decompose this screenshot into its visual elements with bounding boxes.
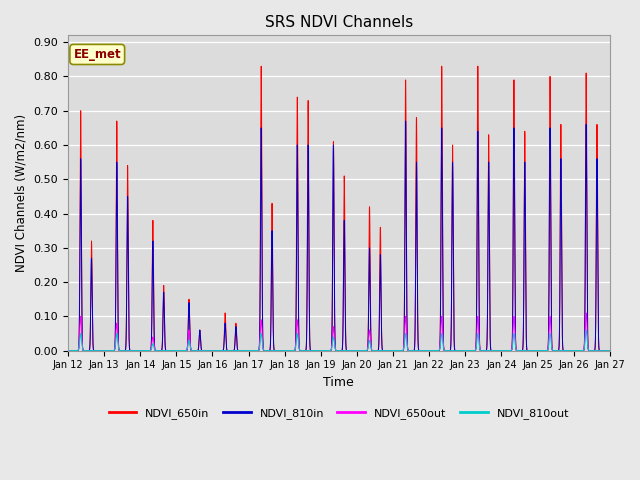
- NDVI_810in: [606, 348, 614, 353]
- NDVI_650out: [308, 348, 316, 353]
- NDVI_650out: [582, 310, 590, 316]
- NDVI_810out: [582, 327, 590, 333]
- NDVI_650out: [550, 348, 557, 353]
- NDVI_810out: [598, 348, 606, 353]
- NDVI_810out: [606, 348, 614, 353]
- NDVI_810out: [550, 348, 557, 353]
- NDVI_650out: [64, 348, 72, 353]
- Title: SRS NDVI Channels: SRS NDVI Channels: [265, 15, 413, 30]
- NDVI_650in: [209, 348, 216, 353]
- NDVI_810in: [598, 348, 606, 353]
- NDVI_810out: [308, 348, 316, 353]
- Legend: NDVI_650in, NDVI_810in, NDVI_650out, NDVI_810out: NDVI_650in, NDVI_810in, NDVI_650out, NDV…: [104, 404, 573, 423]
- NDVI_810out: [220, 348, 228, 353]
- X-axis label: Time: Time: [323, 376, 354, 389]
- Line: NDVI_810in: NDVI_810in: [68, 121, 610, 350]
- NDVI_810in: [550, 348, 557, 353]
- NDVI_810in: [535, 348, 543, 353]
- NDVI_650in: [308, 348, 316, 353]
- Line: NDVI_650out: NDVI_650out: [68, 313, 610, 350]
- NDVI_650out: [220, 348, 228, 353]
- NDVI_650in: [64, 348, 72, 353]
- NDVI_810in: [308, 348, 316, 353]
- NDVI_650out: [410, 348, 417, 353]
- NDVI_650out: [598, 348, 606, 353]
- NDVI_650out: [535, 348, 543, 353]
- NDVI_650out: [606, 348, 614, 353]
- NDVI_810in: [209, 348, 216, 353]
- NDVI_650in: [598, 348, 606, 353]
- NDVI_810in: [605, 348, 612, 353]
- NDVI_650out: [605, 348, 612, 353]
- Y-axis label: NDVI Channels (W/m2/nm): NDVI Channels (W/m2/nm): [15, 114, 28, 272]
- NDVI_810out: [605, 348, 612, 353]
- NDVI_650in: [410, 348, 417, 353]
- NDVI_810in: [410, 348, 417, 353]
- NDVI_650in: [535, 348, 543, 353]
- NDVI_810out: [64, 348, 72, 353]
- NDVI_650in: [606, 348, 614, 353]
- NDVI_650in: [550, 348, 557, 353]
- Line: NDVI_650in: NDVI_650in: [68, 66, 610, 350]
- NDVI_810out: [535, 348, 543, 353]
- NDVI_810in: [402, 118, 410, 124]
- Text: EE_met: EE_met: [74, 48, 121, 61]
- NDVI_810in: [64, 348, 72, 353]
- NDVI_650in: [605, 348, 612, 353]
- NDVI_810out: [410, 348, 417, 353]
- Line: NDVI_810out: NDVI_810out: [68, 330, 610, 350]
- NDVI_650in: [474, 63, 482, 69]
